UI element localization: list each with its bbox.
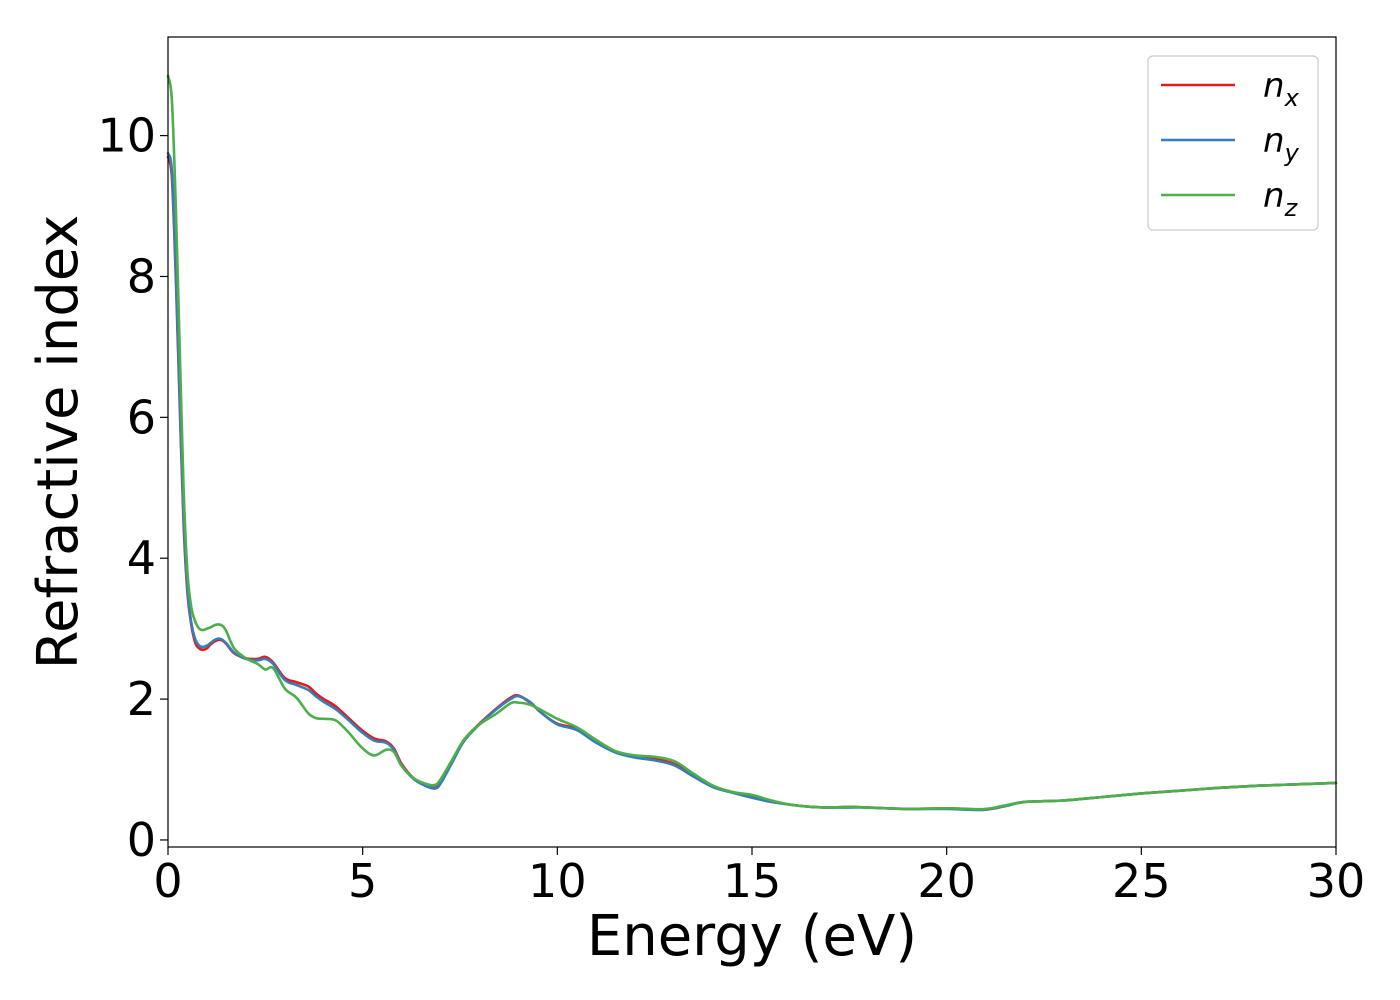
legend-label-base: n bbox=[1263, 66, 1285, 106]
series-line-nz bbox=[166, 74, 1338, 811]
plot-frame bbox=[167, 36, 1337, 848]
x-tick-label: 20 bbox=[917, 854, 976, 908]
x-axis-label: Energy (eV) bbox=[587, 904, 917, 969]
y-axis-label: Refractive index bbox=[26, 215, 91, 670]
y-tick-label: 0 bbox=[127, 813, 156, 867]
y-tick-label: 2 bbox=[127, 672, 156, 726]
y-tick-label: 8 bbox=[127, 249, 156, 303]
legend-label-base: n bbox=[1263, 121, 1285, 161]
x-tick-label: 0 bbox=[153, 854, 182, 908]
x-tick-label: 30 bbox=[1307, 854, 1366, 908]
legend-label-nz: nz bbox=[1263, 176, 1299, 222]
legend-label-nx: nx bbox=[1263, 66, 1300, 112]
y-tick-label: 4 bbox=[127, 531, 156, 585]
y-tick-label: 6 bbox=[127, 390, 156, 444]
ticks-layer: 0 5 10 15 20 25 30 0 2 4 6 8 10 bbox=[97, 109, 1365, 908]
x-tick-label: 15 bbox=[723, 854, 782, 908]
x-tick-label: 10 bbox=[528, 854, 587, 908]
legend-label-ny: ny bbox=[1263, 121, 1300, 167]
legend-label-subscript: z bbox=[1284, 194, 1299, 222]
legend-label-subscript: x bbox=[1284, 84, 1300, 112]
x-tick-label: 5 bbox=[348, 854, 377, 908]
legend-box bbox=[1147, 55, 1319, 231]
lines-layer bbox=[166, 74, 1338, 812]
legend-label-subscript: y bbox=[1284, 139, 1300, 167]
legend-label-base: n bbox=[1263, 176, 1285, 216]
y-tick-label: 10 bbox=[97, 109, 156, 163]
series-line-nx bbox=[166, 155, 1338, 812]
x-tick-label: 25 bbox=[1112, 854, 1171, 908]
